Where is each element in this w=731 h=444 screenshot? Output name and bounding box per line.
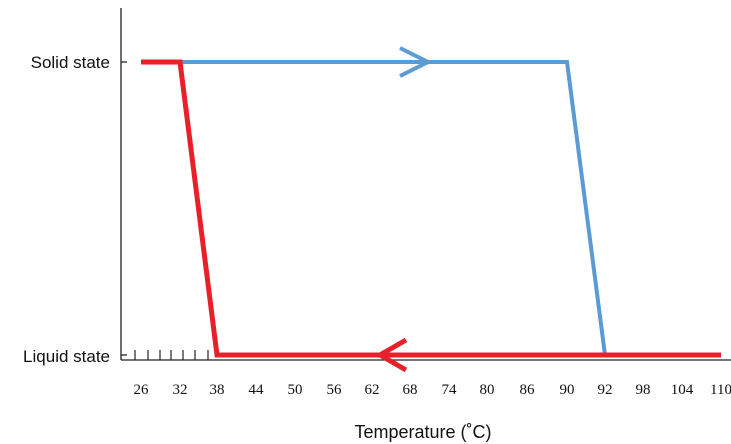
minor-x-ticks bbox=[134, 350, 209, 360]
x-tick-label-62: 62 bbox=[365, 382, 380, 398]
x-tick-labels: 26 32 38 44 50 56 62 68 74 80 86 90 92 98 104 110 bbox=[134, 382, 731, 398]
x-tick-label-74: 74 bbox=[442, 382, 458, 398]
x-tick-label-110: 110 bbox=[710, 382, 731, 398]
x-tick-label-32: 32 bbox=[173, 382, 188, 398]
x-tick-label-50: 50 bbox=[288, 382, 303, 398]
y-label-solid-state: Solid state bbox=[31, 53, 110, 72]
x-tick-label-38: 38 bbox=[210, 382, 225, 398]
x-tick-label-26: 26 bbox=[134, 382, 150, 398]
x-axis-title: Temperature (˚C) bbox=[354, 422, 491, 442]
x-tick-label-68: 68 bbox=[403, 382, 418, 398]
x-tick-label-44: 44 bbox=[249, 382, 265, 398]
x-tick-label-86: 86 bbox=[520, 382, 536, 398]
direction-arrow-right bbox=[399, 46, 433, 78]
x-tick-label-98: 98 bbox=[636, 382, 651, 398]
axes bbox=[120, 8, 731, 361]
x-tick-label-80: 80 bbox=[480, 382, 495, 398]
x-tick-label-90: 90 bbox=[560, 382, 575, 398]
series-line-cooling bbox=[141, 59, 721, 358]
direction-arrow-left bbox=[374, 337, 408, 373]
y-label-liquid-state: Liquid state bbox=[23, 347, 110, 366]
x-tick-label-92: 92 bbox=[598, 382, 613, 398]
series-line-heating bbox=[141, 60, 721, 357]
x-tick-label-56: 56 bbox=[327, 382, 343, 398]
x-tick-label-104: 104 bbox=[671, 382, 694, 398]
series-layer bbox=[141, 46, 721, 373]
